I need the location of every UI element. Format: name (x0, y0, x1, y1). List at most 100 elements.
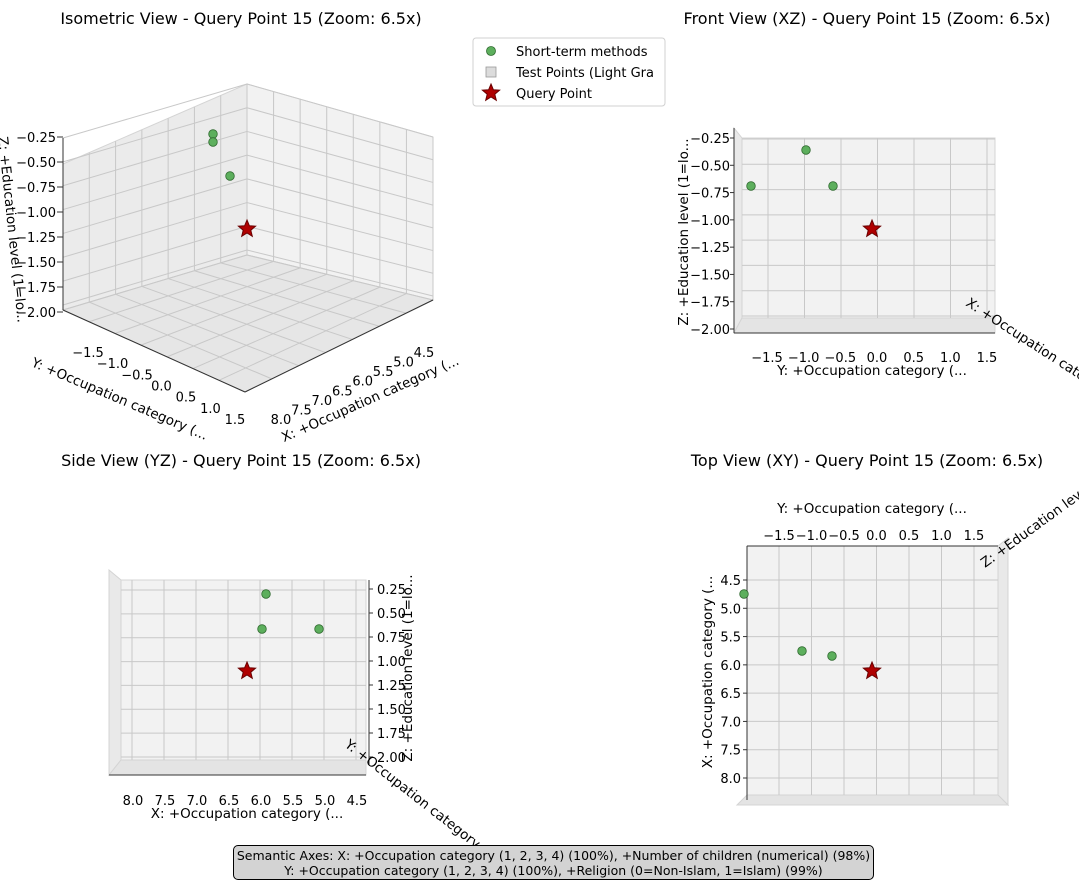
grid-line (62, 107, 248, 163)
short-term-point (828, 181, 838, 191)
x-tick-label: 8.0 (123, 794, 144, 809)
z-tick-label: 1.00 (377, 655, 406, 670)
side-pane (733, 126, 743, 334)
short-term-point (225, 171, 235, 181)
grid-line (141, 285, 326, 354)
legend-query-marker (481, 82, 501, 102)
x-tick-label: 6.5 (332, 384, 353, 399)
y-tick-label: −0.5 (825, 351, 857, 366)
query-point-star (237, 660, 257, 680)
z-tick-label: −0.50 (16, 156, 56, 171)
z-tick-label: 0.25 (377, 583, 406, 598)
grid-line (62, 254, 248, 311)
grid-line (194, 270, 380, 327)
short-term-point (257, 624, 267, 634)
grid-line (88, 260, 274, 323)
y-tick-label: 1.0 (200, 402, 221, 417)
z-tick-label: 1.25 (377, 679, 406, 694)
z-tick-label: −1.50 (16, 256, 56, 271)
y-tick-label: −1.5 (763, 529, 795, 544)
y-tick-label: −1.0 (97, 357, 129, 372)
z-tick-label: −1.00 (690, 214, 730, 229)
side-pane (997, 536, 1009, 807)
grid-line (167, 278, 353, 340)
y-axis-label: Y: +Occupation category (... (776, 501, 967, 517)
legend-label: Query Point (516, 87, 592, 102)
y-tick-label: 1.0 (931, 529, 952, 544)
y-tick-label: 0.0 (867, 351, 888, 366)
y-tick-label: 0.5 (899, 529, 920, 544)
z-tick-label: −1.25 (690, 241, 730, 256)
legend-box (472, 37, 666, 107)
z-tick-label: −0.75 (16, 181, 56, 196)
grid-line (220, 262, 407, 314)
x-tick-label: 5.5 (373, 365, 394, 380)
grid-line (192, 286, 381, 370)
y-tick-label: 1.0 (940, 351, 961, 366)
front-view-panel: Front View (XZ) - Query Point 15 (Zoom: … (676, 9, 1079, 401)
z-tick-label: −0.25 (690, 132, 730, 147)
x-tick-label: 6.0 (352, 375, 373, 390)
floor-pane (735, 794, 1010, 806)
grid-line (62, 202, 248, 258)
x-tick-label: 4.5 (347, 794, 368, 809)
x-tick-label: 6.5 (219, 794, 240, 809)
side-view-panel: Side View (YZ) - Query Point 15 (Zoom: 6… (61, 451, 483, 852)
short-term-point (208, 129, 218, 139)
grid-line (89, 301, 273, 380)
x-tick-label: 4.5 (720, 574, 741, 589)
z-axis-label: Z: +Education level (1=lo... (676, 138, 692, 325)
x-tick-label: 6.0 (251, 794, 272, 809)
z-tick-label: −0.50 (690, 159, 730, 174)
short-term-point (801, 145, 811, 155)
y-tick-label: 0.5 (176, 391, 197, 406)
x-tick-label: 7.5 (155, 794, 176, 809)
y-tick-label: 0.5 (903, 351, 924, 366)
short-term-point (746, 181, 756, 191)
short-term-point (314, 624, 324, 634)
grid-line (114, 267, 301, 334)
short-term-point (797, 646, 807, 656)
query-point-star (862, 218, 882, 238)
short-term-point (827, 651, 837, 661)
query-point-star (862, 660, 882, 680)
x-axis-label: X: +Occupation category (... (151, 806, 344, 822)
grid-line (62, 83, 248, 139)
short-term-point (261, 589, 271, 599)
y-tick-label: −1.0 (796, 529, 828, 544)
x-tick-label: 7.5 (720, 744, 741, 759)
grid-line (246, 202, 434, 252)
z-tick-label: −0.25 (16, 131, 56, 146)
legend: Short-term methods Test Points (Light Gra… (472, 37, 666, 107)
y-axis-line (62, 309, 246, 393)
z-tick-label: −0.75 (690, 187, 730, 202)
grid-line (140, 273, 327, 346)
z-tick-label: −1.75 (690, 296, 730, 311)
grid-line (246, 225, 434, 274)
grid-line (246, 83, 434, 138)
chart-title: Top View (XY) - Query Point 15 (Zoom: 6.… (690, 451, 1043, 470)
grid-line (246, 130, 434, 183)
caption-line-2: Y: +Occupation category (1, 2, 3, 4) (10… (284, 863, 823, 878)
short-term-point (208, 137, 218, 147)
x-tick-label: 6.5 (720, 687, 741, 702)
y-axis-label: Y: +Occupation category (... (776, 363, 967, 379)
floor-pane (107, 759, 367, 776)
x-axis-label: X: +Occupation category (... (279, 353, 461, 446)
grid-line (246, 178, 434, 229)
y-tick-label: −1.0 (788, 351, 820, 366)
caption-line-1: Semantic Axes: X: +Occupation category (… (236, 848, 871, 863)
grid-line (62, 225, 248, 282)
grid-line (218, 293, 407, 381)
legend-label: Short-term methods (516, 45, 648, 60)
query-point-star (237, 218, 257, 238)
z-axis-label: Z: +Education level (1=lo... (400, 574, 416, 761)
floor-pane (733, 317, 996, 334)
z-tick-label: −2.00 (16, 306, 56, 321)
z-tick-label: 0.50 (377, 607, 406, 622)
grid-line (246, 107, 434, 161)
z-axis-edge-label: Z: +Education level ( (978, 474, 1079, 571)
z-tick-label: 1.50 (377, 703, 406, 718)
x-tick-label: 8.0 (720, 772, 741, 787)
